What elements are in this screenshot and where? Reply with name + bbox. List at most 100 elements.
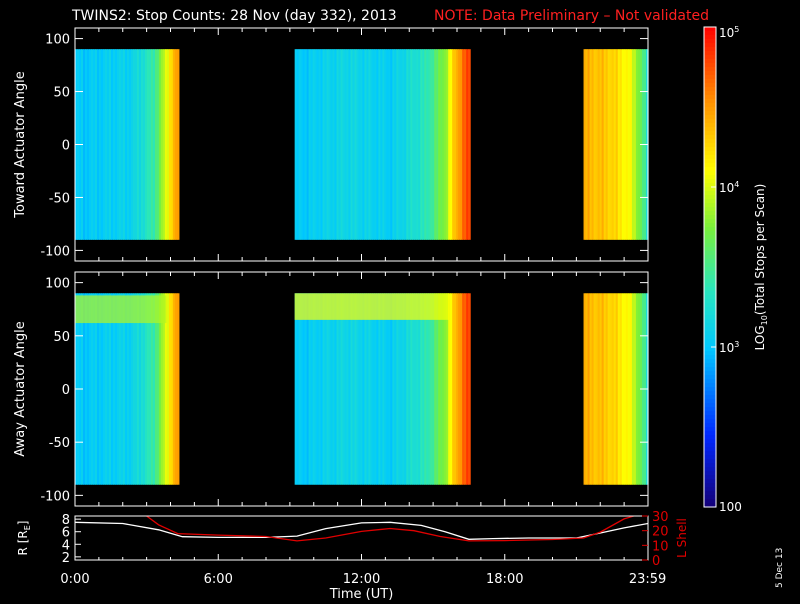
heatmap-cell (460, 293, 463, 485)
heatmap-cell (410, 49, 413, 240)
heatmap-cell (637, 293, 641, 485)
colorbar-cell (704, 219, 716, 224)
heatmap-cell (328, 293, 332, 485)
y-axis-label: Away Actuator Angle (13, 321, 28, 456)
heatmap-cell (316, 49, 320, 240)
data-block-0 (75, 293, 180, 485)
colorbar-cell (704, 167, 716, 172)
colorbar-cell (704, 451, 716, 456)
colorbar-cell (704, 387, 716, 392)
heatmap-cell (434, 293, 437, 485)
heatmap-cell (160, 293, 164, 485)
heatmap-cell (631, 293, 635, 485)
heatmap-cell (362, 49, 366, 240)
heatmap-cell (607, 49, 611, 240)
heatmap-cell (162, 293, 166, 485)
heatmap-cell (613, 49, 617, 240)
colorbar-cell (704, 271, 716, 276)
heatmap-cell (126, 293, 130, 485)
heatmap-cell (380, 293, 383, 485)
heatmap-cell (418, 293, 421, 485)
heatmap-cell (456, 293, 459, 485)
heatmap-cell (348, 49, 352, 240)
heatmap-cell (440, 293, 443, 485)
heatmap-cell (350, 293, 354, 485)
heatmap-cell (158, 49, 162, 240)
heatmap-cell (320, 293, 324, 485)
heatmap-cell (406, 293, 409, 485)
heatmap-cell (603, 293, 607, 485)
x-tick-label: 18:00 (486, 572, 523, 587)
heatmap-cell (160, 49, 164, 240)
heatmap-cell (134, 293, 138, 485)
heatmap-cell (633, 293, 637, 485)
colorbar-cell (704, 287, 716, 292)
colorbar-tick-label: 104 (719, 180, 739, 195)
heatmap-cell (318, 49, 322, 240)
heatmap-cell (426, 293, 429, 485)
heatmap-cell (380, 49, 383, 240)
heatmap-cell (450, 293, 453, 485)
colorbar-cell (704, 299, 716, 304)
heatmap-cell (589, 293, 593, 485)
heatmap-cell (294, 49, 298, 240)
colorbar-cell (704, 31, 716, 36)
heatmap-cell (108, 293, 112, 485)
heatmap-cell (328, 49, 332, 240)
heatmap-cell (140, 293, 144, 485)
heatmap-cell (340, 49, 344, 240)
heatmap-cell (116, 293, 120, 485)
heatmap-cell (446, 49, 449, 240)
heatmap-cell (392, 49, 395, 240)
heatmap-cell (420, 293, 423, 485)
colorbar-cell (704, 323, 716, 328)
colorbar-cell (704, 179, 716, 184)
colorbar-cell (704, 103, 716, 108)
heatmap-cell (370, 293, 374, 485)
heatmap-cell (174, 293, 178, 485)
colorbar-cell (704, 227, 716, 232)
heatmap-cell (400, 49, 403, 240)
heatmap-cell (629, 293, 633, 485)
heatmap-cell (633, 49, 637, 240)
heatmap-cell (621, 293, 625, 485)
heatmap-cell (294, 293, 298, 485)
heatmap-cell (90, 49, 94, 240)
colorbar-cell (704, 191, 716, 196)
colorbar-cell (704, 223, 716, 228)
colorbar-cell (704, 399, 716, 404)
colorbar-cell (704, 315, 716, 320)
heatmap-cell (306, 49, 310, 240)
y-axis-label: Toward Actuator Angle (13, 71, 28, 218)
colorbar-cell (704, 175, 716, 180)
heatmap-cell (336, 293, 340, 485)
heatmap-cell (132, 49, 136, 240)
heatmap-cell (378, 49, 381, 240)
colorbar-cell (704, 47, 716, 52)
colorbar-cell (704, 495, 716, 500)
heatmap-cell (448, 293, 451, 485)
heatmap-cell (164, 293, 168, 485)
heatmap-cell (450, 49, 453, 240)
heatmap-cell (398, 293, 401, 485)
heatmap-cell (310, 293, 314, 485)
heatmap-cell (444, 293, 447, 485)
heatmap-cell (88, 293, 92, 485)
heatmap-cell (340, 293, 344, 485)
colorbar-cell (704, 363, 716, 368)
heatmap-cell (86, 49, 90, 240)
heatmap-cell (416, 49, 419, 240)
heatmap-cell (388, 49, 391, 240)
colorbar-cell (704, 83, 716, 88)
heatmap-cell (414, 293, 417, 485)
heatmap-cell (348, 293, 352, 485)
heatmap-cell (414, 49, 417, 240)
colorbar-cell (704, 231, 716, 236)
heatmap-cell (452, 49, 455, 240)
colorbar-cell (704, 155, 716, 160)
heatmap-cell (464, 49, 467, 240)
heatmap-cell (388, 293, 391, 485)
heatmap-cell (368, 293, 372, 485)
colorbar-cell (704, 395, 716, 400)
heatmap-cell (416, 293, 419, 485)
